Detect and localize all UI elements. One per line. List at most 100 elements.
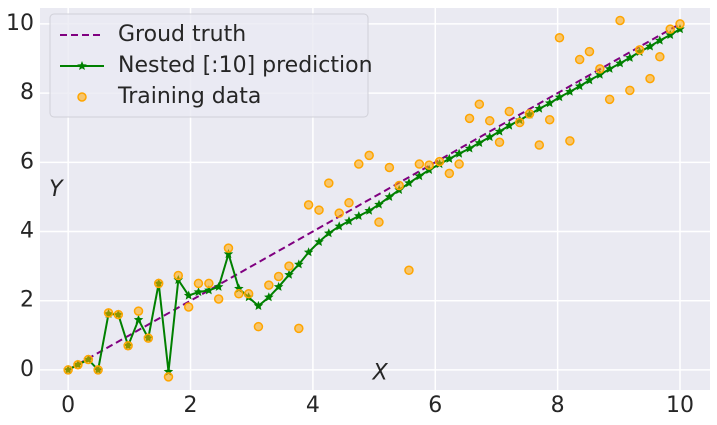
point xyxy=(394,180,404,191)
point xyxy=(314,205,324,215)
point xyxy=(554,92,565,102)
point xyxy=(524,109,535,119)
point xyxy=(294,259,304,269)
point xyxy=(444,168,455,179)
y-tick-label: 8 xyxy=(20,80,34,105)
point xyxy=(264,292,274,302)
point xyxy=(183,302,194,312)
point xyxy=(484,116,495,126)
point xyxy=(494,137,505,148)
point xyxy=(414,159,425,169)
point xyxy=(454,148,464,158)
point xyxy=(133,306,144,316)
legend-label: Training data xyxy=(117,84,261,109)
point xyxy=(544,115,555,125)
legend-label: Groud truth xyxy=(118,22,246,47)
point xyxy=(344,198,354,208)
point xyxy=(574,81,585,91)
point xyxy=(384,191,395,201)
y-tick-label: 10 xyxy=(6,11,34,36)
point xyxy=(604,94,615,105)
point xyxy=(273,281,284,291)
point xyxy=(204,285,214,295)
point xyxy=(334,221,344,231)
point xyxy=(93,365,103,375)
point xyxy=(565,86,575,96)
point xyxy=(223,249,234,259)
x-tick-label: 4 xyxy=(306,393,320,418)
point xyxy=(193,287,204,297)
point xyxy=(595,69,605,79)
y-tick-label: 0 xyxy=(20,357,34,382)
point xyxy=(665,24,675,34)
point xyxy=(675,19,685,29)
point xyxy=(294,323,304,334)
point xyxy=(645,73,655,84)
point xyxy=(73,359,83,370)
point xyxy=(324,178,334,188)
point xyxy=(153,278,164,289)
point xyxy=(113,309,124,320)
y-tick-label: 2 xyxy=(20,288,34,313)
point xyxy=(464,113,475,124)
legend-marker xyxy=(77,92,87,102)
point xyxy=(264,280,274,290)
point xyxy=(213,281,224,291)
point xyxy=(344,216,354,226)
point xyxy=(434,156,445,167)
point xyxy=(354,159,364,169)
point xyxy=(565,136,575,146)
point xyxy=(284,261,294,271)
x-tick-label: 6 xyxy=(428,393,442,418)
point xyxy=(314,236,324,246)
point xyxy=(424,160,434,170)
annotation: X xyxy=(372,360,389,385)
point xyxy=(163,372,174,382)
point xyxy=(625,85,635,96)
point xyxy=(223,243,234,253)
point xyxy=(584,75,595,85)
point xyxy=(645,41,655,51)
point xyxy=(103,308,114,318)
y-tick-label: 4 xyxy=(20,219,34,244)
point xyxy=(454,159,464,169)
point xyxy=(514,117,525,128)
point xyxy=(204,278,214,289)
x-tick-label: 0 xyxy=(61,393,75,418)
point xyxy=(494,126,505,136)
point xyxy=(464,143,475,153)
point xyxy=(83,354,94,365)
point xyxy=(414,171,425,181)
point xyxy=(655,35,665,45)
point xyxy=(143,333,154,343)
point xyxy=(574,54,585,65)
point xyxy=(123,340,133,351)
point xyxy=(374,217,384,227)
point xyxy=(534,140,545,150)
series-line xyxy=(67,23,681,371)
point xyxy=(303,200,314,210)
point xyxy=(655,52,665,62)
point xyxy=(243,289,254,299)
point xyxy=(444,153,455,163)
point xyxy=(213,294,224,304)
point xyxy=(625,52,635,62)
point xyxy=(404,265,414,276)
point xyxy=(253,321,264,332)
point xyxy=(584,46,595,57)
point xyxy=(615,58,625,68)
point xyxy=(485,132,495,142)
point xyxy=(534,103,544,113)
point xyxy=(183,290,194,300)
legend-label: Nested [:10] prediction xyxy=(118,53,373,78)
point xyxy=(364,150,374,161)
point xyxy=(303,247,314,257)
point xyxy=(273,271,284,282)
point xyxy=(324,228,334,238)
x-tick-label: 8 xyxy=(551,393,565,418)
point xyxy=(634,45,645,55)
point xyxy=(63,365,73,375)
point xyxy=(284,269,294,279)
x-tick-label: 2 xyxy=(184,393,198,418)
